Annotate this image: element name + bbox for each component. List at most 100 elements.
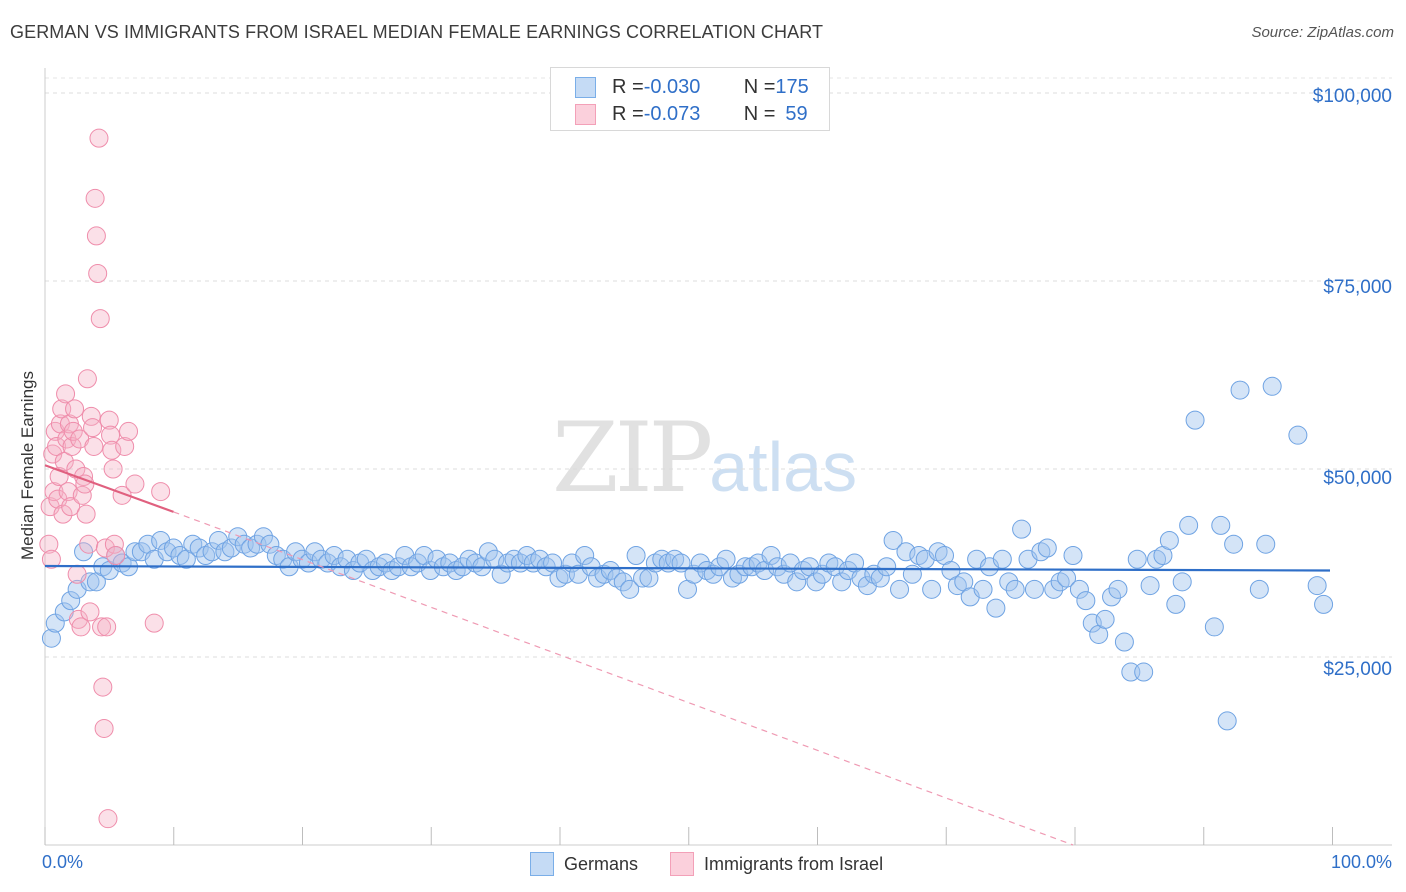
israel-point <box>102 440 122 460</box>
legend-n-value: 175 <box>775 75 809 98</box>
german-point <box>819 553 839 573</box>
israel-trend-line <box>44 464 174 513</box>
german-point <box>1102 587 1122 607</box>
israel-point <box>39 534 59 554</box>
german-point <box>1256 534 1276 554</box>
german-point <box>189 538 209 558</box>
israel-point <box>88 264 108 284</box>
german-point <box>549 568 569 588</box>
legend-row-germans: R = -0.030 N = 175 <box>575 74 809 100</box>
german-point <box>1082 613 1102 633</box>
german-point <box>928 542 948 562</box>
german-point <box>1127 549 1147 569</box>
german-point <box>710 557 730 577</box>
german-point <box>337 549 357 569</box>
israel-point <box>67 564 87 584</box>
german-point <box>491 564 511 584</box>
israel-point <box>98 809 118 829</box>
german-point <box>421 561 440 581</box>
israel-point <box>106 545 126 565</box>
german-point <box>594 564 614 584</box>
german-point <box>311 549 331 569</box>
german-point <box>684 564 704 584</box>
x-tick-label-max: 100.0% <box>1330 852 1392 872</box>
german-point <box>890 579 910 599</box>
israel-point <box>61 497 81 517</box>
german-point <box>697 561 717 581</box>
german-point <box>793 561 813 581</box>
german-point <box>1249 579 1269 599</box>
israel-point <box>99 410 119 430</box>
german-point <box>1166 594 1186 614</box>
israel-point <box>71 617 91 637</box>
german-point <box>1314 594 1334 614</box>
bottom-legend-swatch-israel <box>670 852 695 876</box>
bottom-legend-swatch-germans <box>530 852 554 876</box>
german-point <box>806 572 826 592</box>
israel-point <box>54 452 74 471</box>
german-point <box>1114 632 1134 652</box>
german-point <box>61 591 81 611</box>
german-point <box>1108 579 1128 599</box>
german-point <box>600 561 620 581</box>
german-point <box>1012 519 1032 539</box>
german-point <box>382 561 402 581</box>
german-point <box>1024 579 1044 599</box>
israel-point <box>144 613 164 633</box>
german-point <box>832 572 852 592</box>
german-point <box>973 579 993 599</box>
german-point <box>620 579 640 599</box>
legend-n-label: N = <box>743 75 776 98</box>
israel-point <box>53 504 73 524</box>
israel-point <box>80 602 100 622</box>
y-axis-label: Median Female Earnings <box>18 371 37 560</box>
german-point <box>1217 711 1237 731</box>
german-point <box>517 545 537 565</box>
german-point <box>1095 609 1115 629</box>
german-point <box>1230 380 1250 400</box>
legend-r-label: R = <box>612 102 644 125</box>
bottom-legend-israel: Immigrants from Israel <box>670 852 883 876</box>
german-point <box>1307 576 1327 596</box>
german-point <box>1134 662 1154 682</box>
israel-point <box>79 534 99 554</box>
israel-point <box>103 459 123 479</box>
german-point <box>157 542 177 562</box>
german-point <box>626 545 646 565</box>
israel-point <box>62 436 82 456</box>
bottom-legend-germans: Germans <box>530 852 638 876</box>
watermark-zip: ZIP <box>552 402 713 514</box>
german-point <box>286 542 306 562</box>
israel-point <box>72 485 92 505</box>
german-point <box>1031 542 1051 562</box>
german-point <box>112 553 132 573</box>
german-point <box>896 542 916 562</box>
german-point <box>761 545 781 565</box>
legend-r-label: R = <box>612 75 644 98</box>
german-point <box>41 628 61 648</box>
german-point <box>992 549 1012 569</box>
israel-point <box>93 677 113 697</box>
x-tick-label-min: 0.0% <box>42 852 84 872</box>
y-tick-label-100000: $100,000 <box>1312 86 1392 107</box>
german-point <box>1076 591 1096 611</box>
german-point <box>1204 617 1224 637</box>
israel-point <box>101 425 121 445</box>
israel-point <box>97 617 117 637</box>
german-point <box>1262 376 1282 396</box>
german-point <box>170 545 190 565</box>
y-tick-label-25000: $25,000 <box>1323 659 1392 680</box>
israel-point <box>85 188 105 208</box>
german-point <box>1179 515 1199 535</box>
watermark-atlas: atlas <box>709 428 858 506</box>
german-point <box>735 557 755 577</box>
german-point <box>1069 579 1089 599</box>
german-point <box>1050 572 1070 592</box>
german-trend-line <box>44 564 1331 572</box>
german-point <box>613 572 633 592</box>
legend-row-israel: R = -0.073 N = 59 <box>575 101 808 127</box>
legend-swatch-germans <box>575 76 596 98</box>
israel-point <box>56 384 76 404</box>
german-point <box>1159 530 1179 550</box>
